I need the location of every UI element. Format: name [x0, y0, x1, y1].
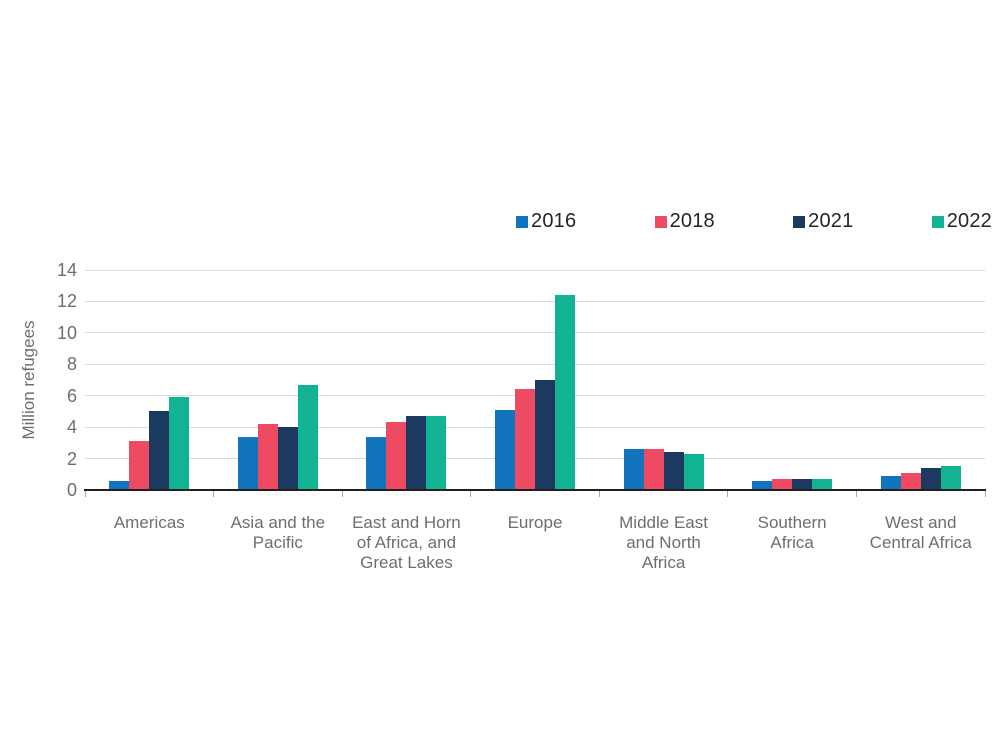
gridline-8 [85, 363, 985, 365]
x-axis-tick [598, 490, 600, 497]
bar-americas-2016 [109, 481, 130, 490]
bar-southern-africa-2022 [812, 479, 833, 490]
gridline-10 [85, 332, 985, 334]
y-tick-label-2: 2 [66, 448, 77, 469]
x-category-label: Southern Africa [757, 513, 827, 552]
x-category-label: East and Horn of Africa, and Great Lakes [352, 513, 461, 572]
x-category-label: Americas [113, 513, 185, 532]
bar-southern-africa-2021 [792, 479, 813, 490]
bar-west-and-central-africa-2022 [940, 466, 961, 490]
legend-swatch-2021 [793, 215, 806, 228]
legend-label: 2021 [808, 210, 854, 232]
bar-asia-and-the-pacific-2022 [297, 385, 318, 490]
legend-label: 2018 [669, 210, 715, 232]
chart-legend: 2016 2018 2021 2022 [516, 210, 992, 233]
bar-middle-east-and-north-africa-2021 [663, 452, 684, 490]
bar-west-and-central-africa-2021 [920, 468, 941, 490]
legend-swatch-2022 [931, 215, 944, 228]
legend-swatch-2016 [516, 215, 528, 228]
gridline-14 [85, 269, 985, 271]
bar-asia-and-the-pacific-2018 [257, 424, 278, 490]
legend-label: 2022 [946, 210, 992, 232]
y-tick-label-10: 10 [56, 322, 77, 343]
x-category-label: Asia and the Pacific [230, 513, 326, 552]
bar-europe-2021 [535, 380, 555, 490]
bar-middle-east-and-north-africa-2016 [623, 449, 644, 490]
x-axis-tick [727, 490, 729, 497]
y-tick-label-12: 12 [56, 291, 77, 312]
x-axis-line [84, 489, 986, 491]
gridline-12 [85, 300, 985, 302]
legend-swatch-2018 [654, 215, 667, 228]
y-tick-label-8: 8 [66, 354, 77, 375]
x-axis-tick [84, 490, 86, 497]
bar-europe-2018 [515, 389, 535, 490]
x-axis-tick [984, 490, 986, 497]
legend-item-2016: 2016 [516, 210, 576, 233]
x-category-label: Middle East and North Africa [619, 513, 708, 572]
y-tick-label-6: 6 [66, 385, 77, 406]
legend-item-2018: 2018 [654, 210, 715, 233]
bar-middle-east-and-north-africa-2022 [683, 454, 704, 490]
legend-item-2022: 2022 [931, 210, 992, 233]
bar-europe-2022 [555, 295, 575, 490]
bar-east-and-horn-of-africa-and-great-lakes-2021 [406, 416, 427, 490]
bar-asia-and-the-pacific-2021 [277, 427, 298, 490]
bar-west-and-central-africa-2018 [900, 473, 921, 490]
legend-item-2021: 2021 [793, 210, 853, 233]
bar-middle-east-and-north-africa-2018 [643, 449, 664, 490]
bar-southern-africa-2018 [772, 479, 793, 490]
y-tick-label-0: 0 [66, 480, 77, 500]
x-axis-tick [341, 490, 343, 497]
bar-asia-and-the-pacific-2016 [237, 437, 258, 490]
x-axis-tick [213, 490, 215, 497]
x-category-label: West and Central Africa [869, 513, 972, 552]
y-tick-label-4: 4 [66, 417, 77, 438]
bar-east-and-horn-of-africa-and-great-lakes-2016 [366, 437, 387, 490]
legend-label: 2016 [531, 210, 577, 232]
x-category-label: Europe [507, 513, 563, 532]
x-axis-tick [855, 490, 857, 497]
bar-europe-2016 [495, 410, 515, 490]
bar-east-and-horn-of-africa-and-great-lakes-2022 [426, 416, 447, 490]
bar-americas-2018 [129, 441, 150, 490]
y-tick-label-14: 14 [56, 260, 77, 280]
bar-southern-africa-2016 [752, 481, 773, 490]
bar-east-and-horn-of-africa-and-great-lakes-2018 [386, 422, 407, 490]
x-axis-tick [470, 490, 472, 497]
bar-americas-2021 [149, 411, 170, 490]
bar-west-and-central-africa-2016 [880, 476, 901, 490]
bar-americas-2022 [169, 397, 190, 490]
